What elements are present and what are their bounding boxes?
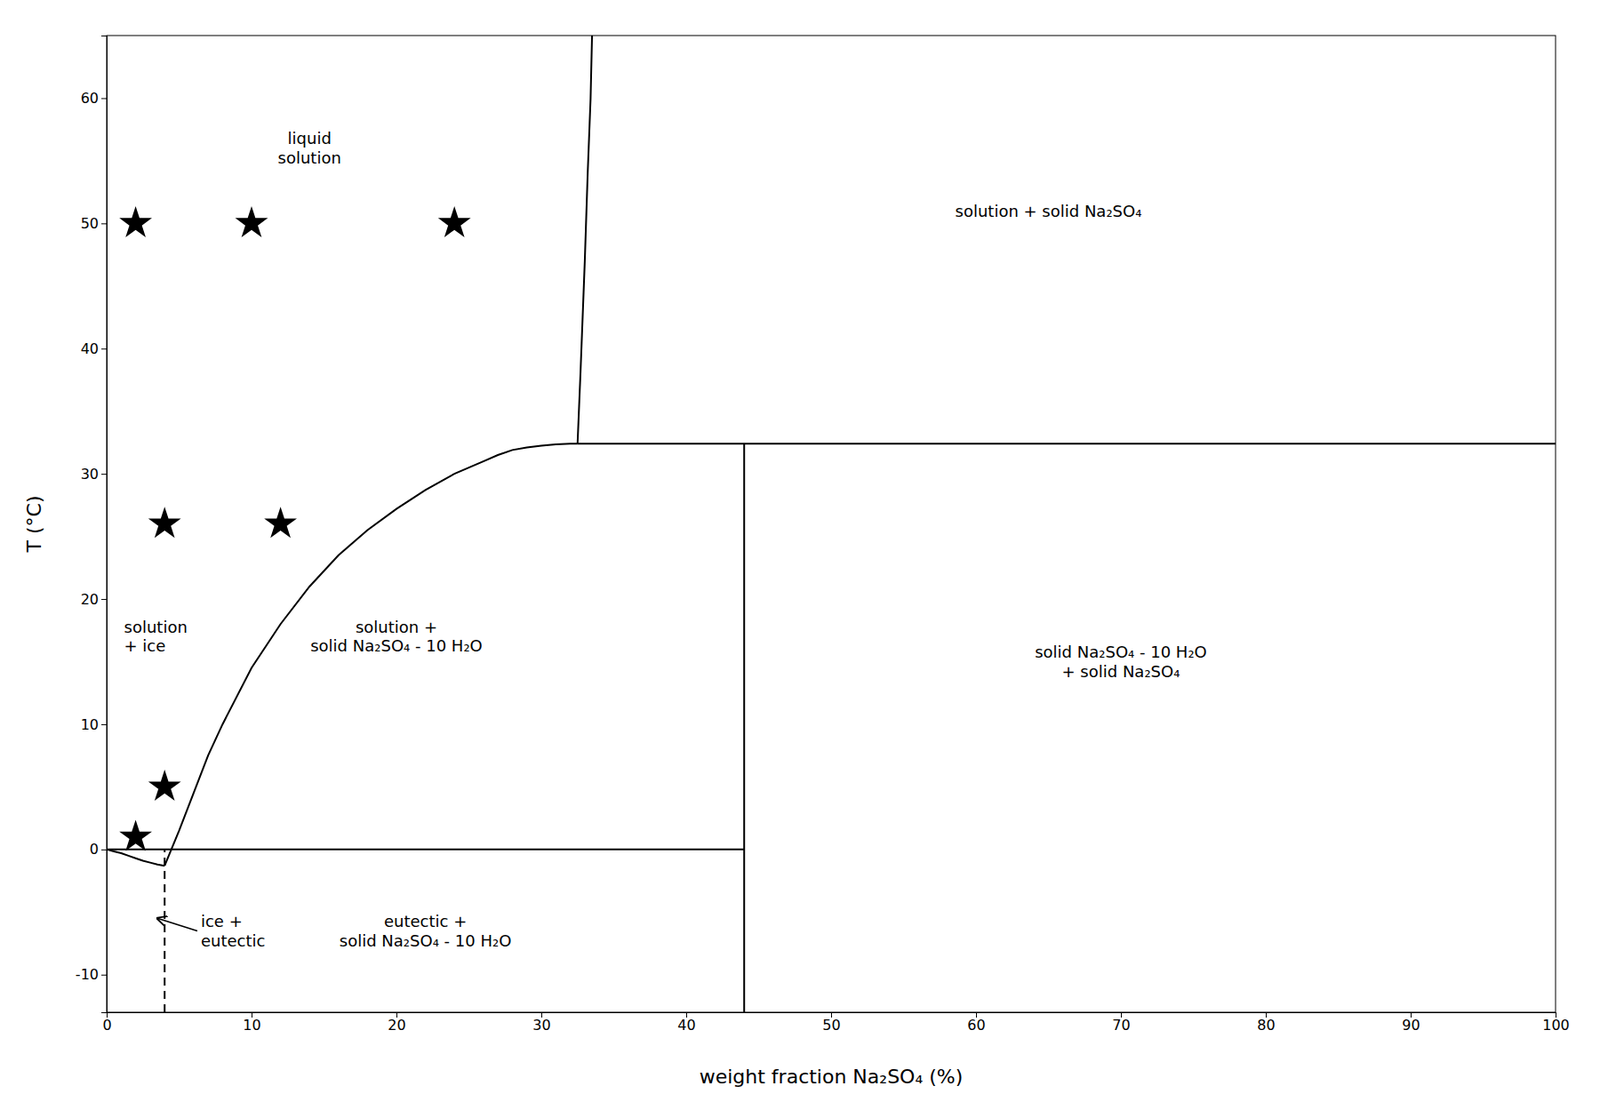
phase-boundary: [577, 35, 592, 444]
annotations: liquidsolution solution + solid Na₂SO₄ sol…: [124, 128, 1208, 950]
axis-line: [101, 36, 108, 1014]
tick: 30: [532, 1012, 551, 1034]
tick-mark: [101, 348, 107, 350]
tick-mark: [101, 975, 107, 976]
star-point: [148, 769, 182, 801]
star-point: [119, 206, 152, 238]
dashed-line: [163, 849, 166, 1013]
tick-label: 90: [1401, 1016, 1420, 1034]
tick-label: 10: [242, 1016, 261, 1034]
tick: 20: [387, 1012, 406, 1034]
star-point: [438, 206, 472, 238]
tick: 70: [1112, 1012, 1130, 1034]
tick-mark: [101, 849, 107, 851]
tick: 80: [1256, 1012, 1275, 1034]
tick-label: 70: [1112, 1016, 1130, 1034]
tick-label: 100: [1542, 1016, 1570, 1034]
tick-mark: [101, 223, 107, 224]
y-axis: -10 0 10 20 30 40 50 60: [75, 36, 108, 1014]
phase-boundary: [106, 849, 165, 866]
plot-area: [106, 35, 1556, 1013]
tick-label: 20: [80, 591, 99, 608]
plot-frame: [106, 35, 1556, 1013]
tick: 60: [80, 89, 107, 107]
region-label: liquidsolution: [278, 128, 342, 168]
region-label: ice +eutectic: [200, 912, 265, 951]
tick-label: 30: [532, 1016, 551, 1034]
phase-boundary: [743, 443, 745, 1013]
tick: 0: [102, 1012, 112, 1034]
phase-boundary: [577, 442, 1556, 445]
tick-label: 50: [80, 215, 99, 232]
tick-label: 20: [387, 1016, 406, 1034]
star-point: [235, 206, 269, 238]
x-axis: 0 10 20 30 40 50 60 70 80 90 100: [102, 1012, 1569, 1034]
tick: 40: [677, 1012, 696, 1034]
tick-mark: [101, 724, 107, 726]
tick-label: 30: [80, 465, 99, 483]
phase-boundary: [164, 443, 578, 866]
x-axis-title: weight fraction Na₂SO₄ (%): [699, 1065, 964, 1088]
tick: 30: [80, 465, 107, 483]
chart: 0 10 20 30 40 50 60 70 80 90 100 -10 0 10 20 30 40 50 60 we…: [0, 0, 1600, 1110]
tick: 90: [1401, 1012, 1420, 1034]
tick-label: 10: [80, 716, 99, 734]
tick-label: 50: [822, 1016, 840, 1034]
star-point: [119, 819, 152, 851]
tick-mark: [101, 97, 107, 99]
tick-label: 60: [967, 1016, 985, 1034]
region-label: solid Na₂SO₄ - 10 H₂O+ solid Na₂SO₄: [1034, 642, 1208, 681]
region-label: eutectic +solid Na₂SO₄ - 10 H₂O: [339, 912, 512, 951]
tick-mark: [101, 473, 107, 475]
tick: 60: [967, 1012, 985, 1034]
phase-boundary: [106, 848, 744, 851]
region-label: solution + solid Na₂SO₄: [955, 201, 1143, 221]
tick-label: -10: [75, 966, 99, 984]
region-label: solution+ ice: [124, 617, 188, 656]
tick: -10: [75, 966, 107, 984]
tick: 0: [89, 840, 107, 858]
tick: 10: [242, 1012, 261, 1034]
tick: 100: [1542, 1012, 1570, 1034]
tick-label: 0: [89, 840, 99, 858]
star-point: [264, 506, 297, 538]
tick: 50: [80, 215, 107, 232]
tick: 40: [80, 340, 107, 358]
tick: 20: [80, 591, 107, 608]
star-point: [148, 506, 182, 538]
tick-mark: [101, 599, 107, 600]
region-label: solution +solid Na₂SO₄ - 10 H₂O: [310, 617, 483, 656]
tick-label: 40: [677, 1016, 696, 1034]
tick: 10: [80, 716, 107, 734]
tick: 50: [822, 1012, 840, 1034]
annotation-arrow: [157, 918, 198, 931]
tick-label: 40: [80, 340, 99, 358]
tick-label: 80: [1256, 1016, 1275, 1034]
tick-label: 0: [102, 1016, 112, 1034]
tick-label: 60: [80, 89, 99, 107]
y-axis-title: T (°C): [23, 496, 46, 554]
